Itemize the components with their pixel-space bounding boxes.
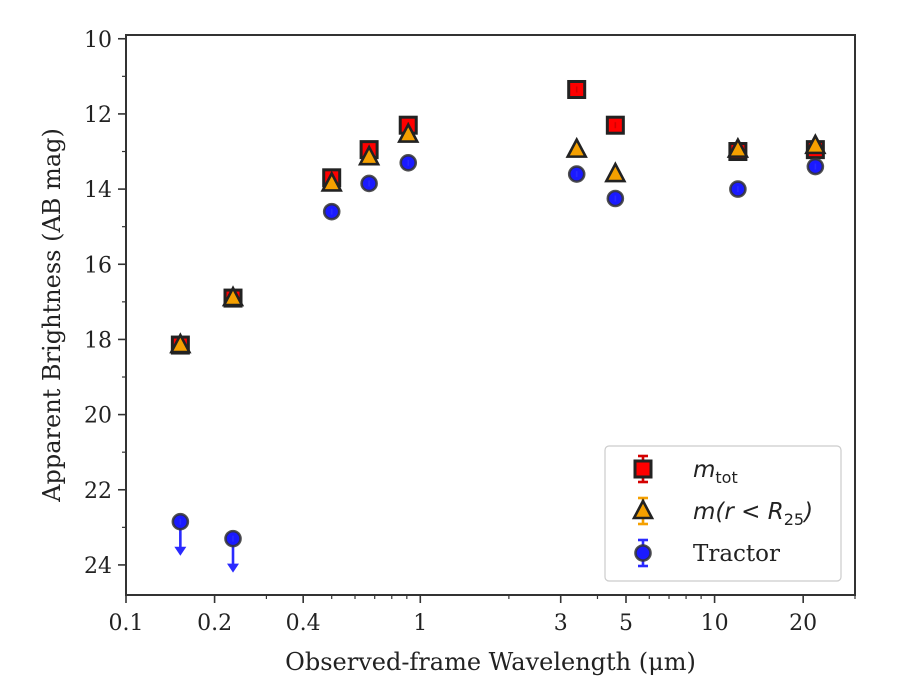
data-points — [169, 79, 827, 548]
legend-entry-label: mtot — [693, 457, 738, 487]
triangle-marker — [631, 498, 655, 520]
x-axis-label: Observed-frame Wavelength (μm) — [285, 648, 696, 676]
x-tick-label: 5 — [619, 611, 633, 636]
x-tick-label: 1 — [413, 611, 427, 636]
upper-limit-arrowhead — [227, 563, 240, 573]
y-tick-label: 16 — [84, 253, 112, 278]
y-tick-label: 18 — [84, 328, 112, 353]
y-tick-label: 20 — [84, 404, 112, 429]
axis-ticks: 10 12 14 16 18 20 22 24 0.1 0.2 0.4 1 3 5 10 20 — [84, 28, 856, 636]
legend-entry-label: m(r < R25) — [693, 499, 813, 529]
x-tick-label: 10 — [701, 611, 729, 636]
upper-limit-arrowhead — [174, 546, 187, 556]
circle-marker — [634, 544, 652, 562]
y-axis-label: Apparent Brightness (AB mag) — [38, 128, 66, 503]
x-tick-label: 20 — [789, 611, 817, 636]
legend: mtot m(r < R25) Tractor — [604, 445, 842, 582]
y-tick-label: 14 — [84, 178, 112, 203]
y-tick-label: 12 — [84, 103, 112, 128]
y-tick-label: 24 — [84, 554, 112, 579]
y-tick-label: 22 — [84, 479, 112, 504]
plot-frame — [125, 34, 856, 596]
x-tick-label: 3 — [554, 611, 568, 636]
square-marker — [633, 459, 653, 479]
x-tick-label: 0.4 — [286, 611, 321, 636]
legend-box — [604, 445, 842, 582]
y-tick-label: 10 — [84, 28, 112, 53]
legend-entry-label: Tractor — [693, 541, 780, 567]
x-tick-label: 0.2 — [197, 611, 232, 636]
x-tick-label: 0.1 — [109, 611, 144, 636]
